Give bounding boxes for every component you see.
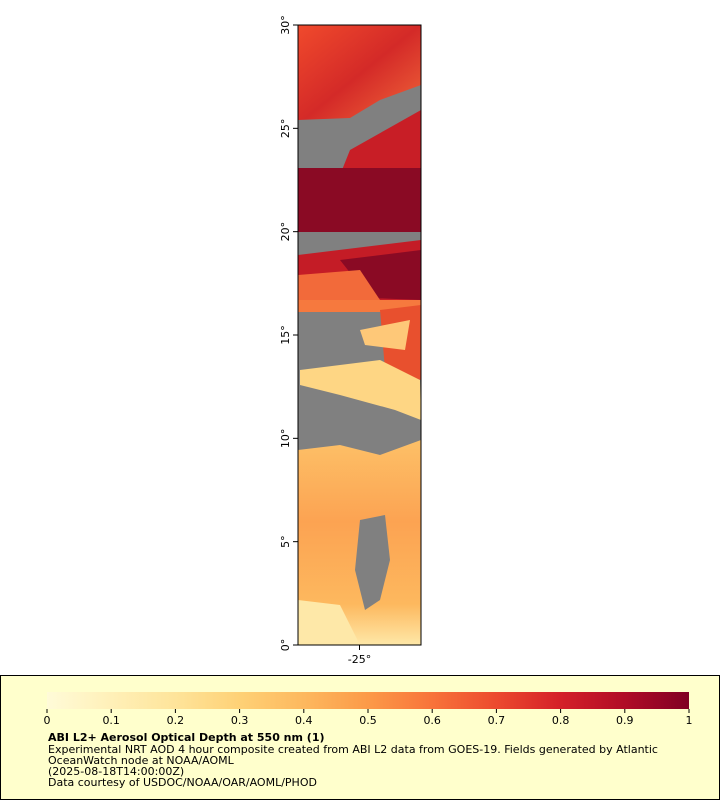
legend-title: ABI L2+ Aerosol Optical Depth at 550 nm … (48, 731, 325, 744)
legend-line: Experimental NRT AOD 4 hour composite cr… (48, 743, 658, 756)
y-tick-label: 0° (279, 639, 292, 652)
colorbar-tick-label: 0.7 (488, 714, 506, 727)
map-image (298, 25, 421, 645)
legend-line: (2025-08-18T14:00:00Z) (48, 765, 184, 778)
y-tick-label: 25° (279, 119, 292, 139)
colorbar-tick-label: 0.8 (552, 714, 570, 727)
y-tick-label: 20° (279, 222, 292, 242)
legend-line: OceanWatch node at NOAA/AOML (48, 754, 235, 767)
colorbar (47, 692, 689, 709)
colorbar-tick-label: 0.3 (231, 714, 249, 727)
y-tick-label: 15° (279, 325, 292, 345)
colorbar-tick-label: 0.2 (167, 714, 185, 727)
x-tick-label: -25° (348, 653, 371, 666)
colorbar-tick-label: 0.6 (423, 714, 441, 727)
colorbar-tick-label: 0.9 (616, 714, 634, 727)
colorbar-tick-label: 0.5 (359, 714, 377, 727)
y-tick-label: 10° (279, 429, 292, 449)
colorbar-tick-label: 0 (44, 714, 51, 727)
colorbar-tick-label: 0.4 (295, 714, 313, 727)
legend-line: Data courtesy of USDOC/NOAA/OAR/AOML/PHO… (48, 776, 317, 789)
y-tick-label: 5° (279, 535, 292, 548)
y-tick-label: 30° (279, 15, 292, 35)
colorbar-tick-label: 1 (686, 714, 693, 727)
colorbar-tick-label: 0.1 (102, 714, 120, 727)
